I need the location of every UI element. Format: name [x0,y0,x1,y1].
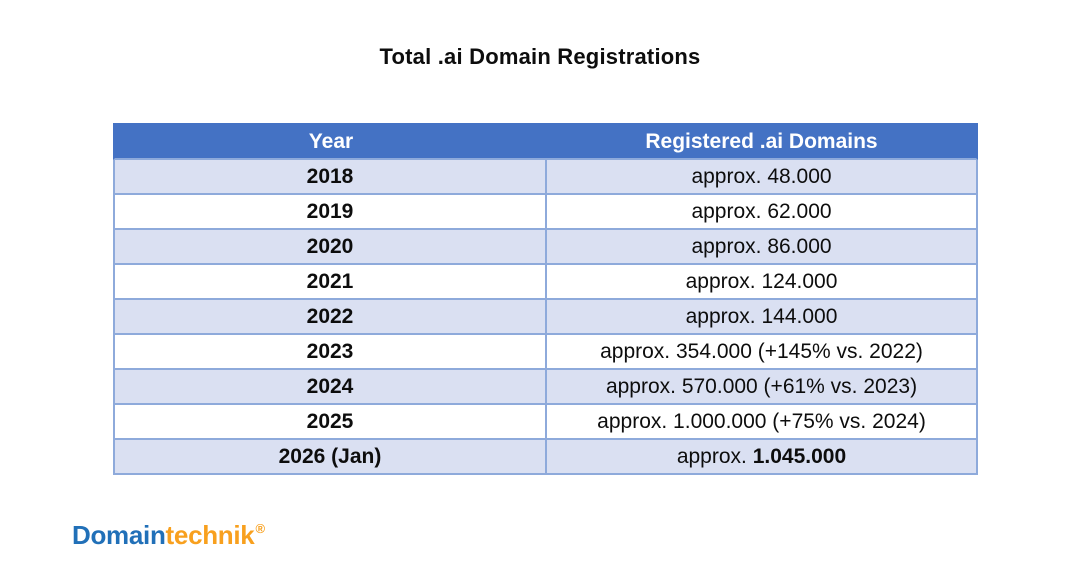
value-cell: approx. 1.045.000 [547,440,978,475]
table-row: 2018 approx. 48.000 [113,160,978,195]
table-header-row: Year Registered .ai Domains [113,123,978,160]
table-row: 2020 approx. 86.000 [113,230,978,265]
value-cell: approx. 1.000.000 (+75% vs. 2024) [547,405,978,440]
year-cell: 2026 (Jan) [113,440,547,475]
logo-text-technik: technik [165,520,255,550]
year-cell: 2020 [113,230,547,265]
column-header-domains: Registered .ai Domains [547,123,978,160]
year-cell: 2021 [113,265,547,300]
value-cell: approx. 144.000 [547,300,978,335]
year-cell: 2024 [113,370,547,405]
table-row: 2026 (Jan) approx. 1.045.000 [113,440,978,475]
table-row: 2021 approx. 124.000 [113,265,978,300]
registrations-table: Year Registered .ai Domains 2018 approx.… [113,123,978,475]
table-row: 2019 approx. 62.000 [113,195,978,230]
logo-text-domain: Domain [72,520,166,550]
value-prefix: approx. [676,444,753,468]
table-row: 2025 approx. 1.000.000 (+75% vs. 2024) [113,405,978,440]
table-row: 2023 approx. 354.000 (+145% vs. 2022) [113,335,978,370]
page-title: Total .ai Domain Registrations [379,44,701,69]
value-cell: approx. 124.000 [547,265,978,300]
value-cell: approx. 48.000 [547,160,978,195]
value-strong: 1.045.000 [752,444,847,468]
domaintechnik-logo: Domaintechnik® [72,520,265,551]
column-header-year: Year [113,123,547,160]
year-cell: 2022 [113,300,547,335]
value-cell: approx. 86.000 [547,230,978,265]
year-cell: 2018 [113,160,547,195]
value-cell: approx. 570.000 (+61% vs. 2023) [547,370,978,405]
value-cell: approx. 354.000 (+145% vs. 2022) [547,335,978,370]
table-row: 2024 approx. 570.000 (+61% vs. 2023) [113,370,978,405]
table-row: 2022 approx. 144.000 [113,300,978,335]
value-cell: approx. 62.000 [547,195,978,230]
year-cell: 2025 [113,405,547,440]
registrations-table-container: Year Registered .ai Domains 2018 approx.… [113,123,978,475]
year-cell: 2019 [113,195,547,230]
registered-trademark-symbol: ® [255,521,265,536]
year-cell: 2023 [113,335,547,370]
